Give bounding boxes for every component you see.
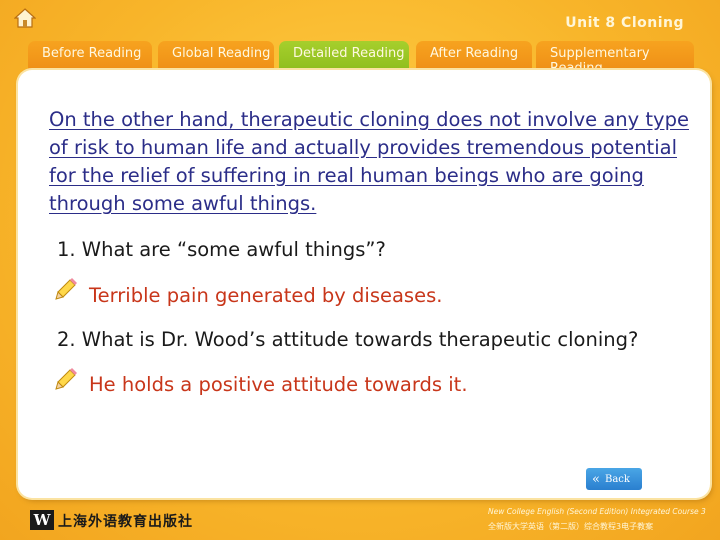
tab-detailed-reading[interactable]: Detailed Reading xyxy=(279,41,409,71)
pencil-icon xyxy=(55,368,77,390)
answer-1: Terrible pain generated by diseases. xyxy=(89,284,443,307)
tab-supplementary-reading[interactable]: Supplementary Reading xyxy=(536,41,694,71)
section-tabs: Before Reading Global Reading Detailed R… xyxy=(28,41,694,71)
text-excerpt-link[interactable]: On the other hand, therapeutic cloning d… xyxy=(49,108,689,215)
question-2: 2. What is Dr. Wood’s attitude towards t… xyxy=(57,328,639,351)
tab-label: Before Reading xyxy=(42,46,142,61)
double-chevron-left-icon: « xyxy=(592,471,600,487)
back-label: Back xyxy=(604,473,630,485)
tab-label: Global Reading xyxy=(172,46,271,61)
back-button[interactable]: « Back xyxy=(586,468,642,490)
tab-label: After Reading xyxy=(430,46,519,61)
tab-label: Detailed Reading xyxy=(293,46,405,61)
tab-global-reading[interactable]: Global Reading xyxy=(158,41,274,71)
answer-2: He holds a positive attitude towards it. xyxy=(89,373,468,396)
pencil-icon xyxy=(55,278,77,300)
content-panel xyxy=(18,70,710,498)
course-title-cn: 全新版大学英语（第二版）综合教程3电子教案 xyxy=(488,522,654,531)
course-title-en: New College English (Second Edition) Int… xyxy=(488,507,706,516)
publisher-logo: W xyxy=(30,510,54,530)
question-1: 1. What are “some awful things”? xyxy=(57,238,386,261)
tab-after-reading[interactable]: After Reading xyxy=(416,41,532,71)
home-icon[interactable] xyxy=(14,8,36,28)
tab-label: Supplementary Reading xyxy=(550,46,650,71)
unit-title: Unit 8 Cloning xyxy=(565,15,684,31)
tab-before-reading[interactable]: Before Reading xyxy=(28,41,152,71)
publisher-name: 上海外语教育出版社 xyxy=(58,514,193,530)
